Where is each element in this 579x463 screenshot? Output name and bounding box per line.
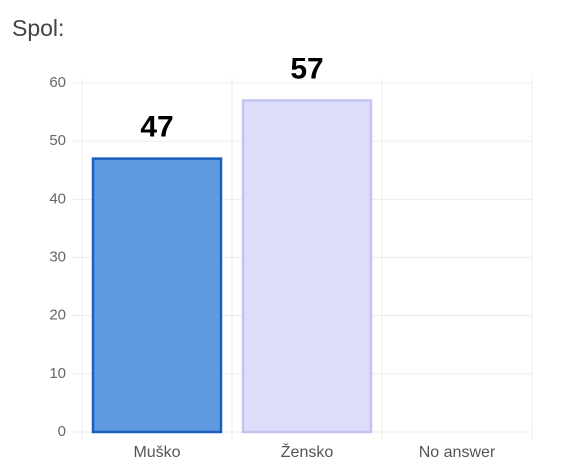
y-tick-label: 10 <box>49 365 66 382</box>
x-tick-label: Muško <box>133 444 180 461</box>
chart-title: Spol: <box>12 15 64 41</box>
y-tick-label: 20 <box>49 307 66 324</box>
y-tick-label: 60 <box>49 74 66 91</box>
bar <box>241 99 373 434</box>
y-tick-label: 40 <box>49 190 66 207</box>
y-tick-label: 0 <box>58 423 66 440</box>
data-label: 57 <box>290 52 323 85</box>
y-tick-label: 50 <box>49 132 66 149</box>
y-tick-label: 30 <box>49 248 66 265</box>
x-tick-label: Žensko <box>281 442 334 461</box>
x-tick-label: No answer <box>419 444 496 461</box>
data-label: 47 <box>140 111 173 144</box>
bar <box>91 157 223 434</box>
